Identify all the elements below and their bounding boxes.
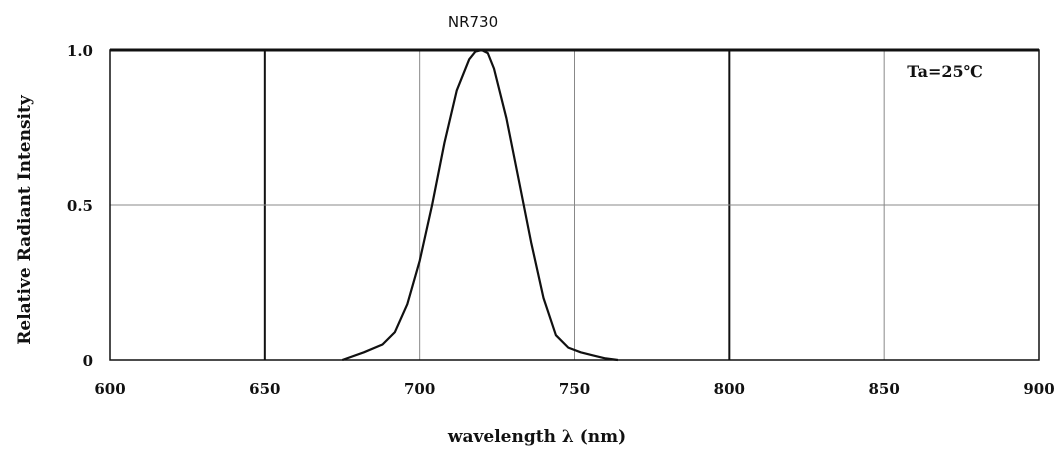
x-tick-label-900: 900: [1023, 380, 1054, 398]
y-axis-label: Relative Radiant Intensity: [15, 94, 35, 345]
x-tick-label-800: 800: [714, 380, 745, 398]
x-tick-label-700: 700: [404, 380, 435, 398]
y-tick-label-1.0: 1.0: [67, 42, 93, 60]
y-tick-label-0: 0: [83, 352, 93, 370]
spectrum-line-0: [341, 48, 619, 362]
y-tick-labels: 0 0.5 1.0: [67, 42, 93, 370]
series-layer: [341, 48, 619, 362]
chart-title: NR730: [448, 13, 498, 31]
y-tick-label-0.5: 0.5: [67, 197, 93, 215]
x-tick-label-850: 850: [869, 380, 900, 398]
x-tick-label-600: 600: [94, 380, 125, 398]
x-tick-label-750: 750: [559, 380, 590, 398]
temperature-annotation: Ta=25℃: [907, 62, 983, 81]
grid: [110, 50, 1039, 360]
x-axis-label: wavelength λ (nm): [447, 427, 626, 447]
x-tick-labels: 600 650 700 750 800 850 900: [94, 380, 1054, 398]
x-tick-label-650: 650: [249, 380, 280, 398]
